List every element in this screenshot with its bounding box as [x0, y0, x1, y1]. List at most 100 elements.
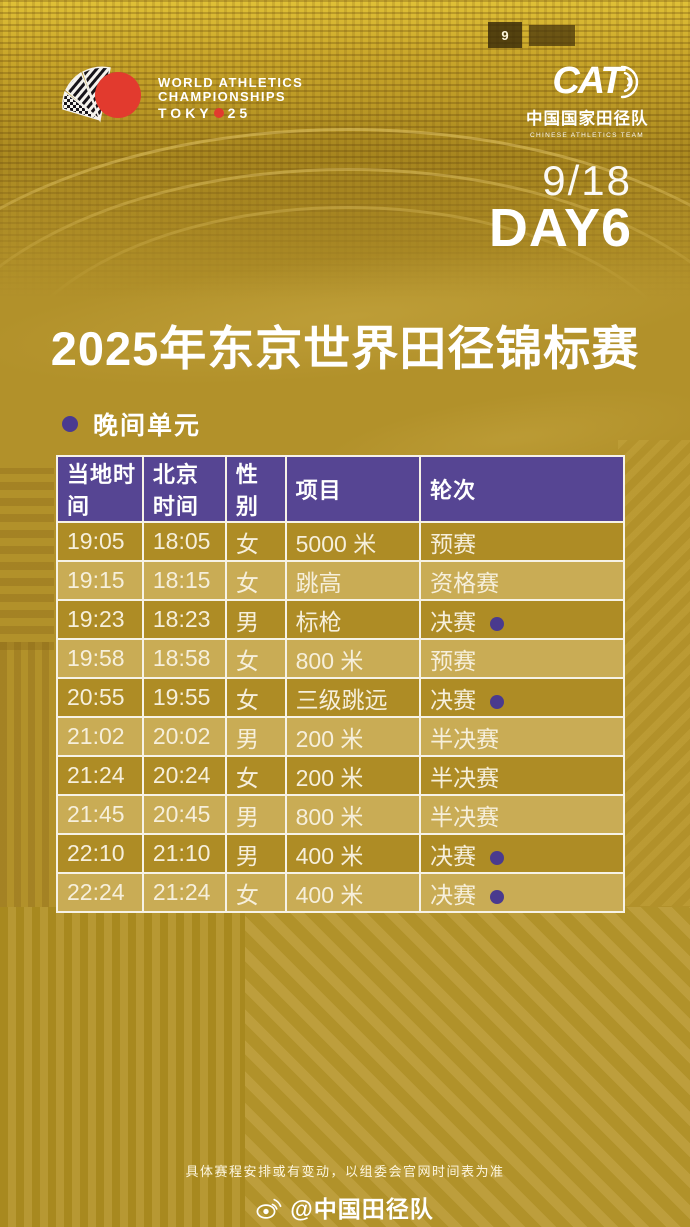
- stadium-photo: 9: [0, 0, 690, 302]
- round-label: 预赛: [430, 647, 477, 674]
- vertical-stripes: [0, 907, 245, 1227]
- round-label: 半决赛: [430, 803, 500, 830]
- cell-local-time: 22:24: [56, 872, 144, 913]
- chinese-athletics-team-logo: CAT 中国国家田径队 CHINESE ATHLETICS TEAM: [526, 60, 648, 139]
- bullet-dot-icon: [62, 416, 78, 432]
- cell-local-time: 19:58: [56, 638, 144, 679]
- cell-gender: 女: [224, 755, 287, 796]
- column-header-gender: 性别: [224, 455, 287, 523]
- cell-beijing-time: 18:23: [141, 599, 227, 640]
- tokyo25-fan-icon: [62, 66, 141, 123]
- cell-gender: 男: [224, 833, 287, 874]
- cell-gender: 女: [224, 677, 287, 718]
- round-label: 半决赛: [430, 764, 500, 791]
- cell-round: 半决赛: [419, 794, 625, 835]
- wa-logo-line2: CHAMPIONSHIPS: [158, 89, 286, 104]
- cell-round: 决赛: [419, 833, 625, 874]
- cell-event: 800 米: [284, 794, 422, 835]
- event-date: 9/18: [542, 157, 632, 204]
- cell-local-time: 21:24: [56, 755, 144, 796]
- cell-beijing-time: 21:10: [141, 833, 227, 874]
- cell-gender: 男: [224, 599, 287, 640]
- cell-beijing-time: 20:24: [141, 755, 227, 796]
- weibo-icon: [256, 1198, 282, 1219]
- cat-wordmark: CAT: [526, 60, 648, 104]
- cell-local-time: 20:55: [56, 677, 144, 718]
- cell-gender: 女: [224, 872, 287, 913]
- schedule-row: 19:23 18:23 男标枪 决赛: [56, 599, 625, 640]
- final-marker-dot-icon: [490, 850, 505, 865]
- weibo-handle-text: @中国田径队: [290, 1196, 434, 1222]
- cell-local-time: 21:02: [56, 716, 144, 757]
- cell-beijing-time: 18:15: [141, 560, 227, 601]
- world-athletics-tokyo25-logo: WORLD ATHLETICS CHAMPIONSHIPS TOKY 25: [58, 66, 303, 124]
- schedule-row: 19:15 18:15 女跳高 资格赛: [56, 560, 625, 601]
- cell-beijing-time: 18:58: [141, 638, 227, 679]
- column-header-beijing-time: 北京时间: [141, 455, 227, 523]
- diagonal-stripes: [245, 907, 690, 1227]
- cell-beijing-time: 18:05: [141, 521, 227, 562]
- cell-round: 决赛: [419, 872, 625, 913]
- column-header-local-time: 当地时间: [56, 455, 144, 523]
- cell-local-time: 19:05: [56, 521, 144, 562]
- cell-round: 预赛: [419, 521, 625, 562]
- session-label: 晚间单元: [93, 412, 202, 440]
- schedule-row: 22:24 21:24 女 400 米决赛: [56, 872, 625, 913]
- cell-round: 预赛: [419, 638, 625, 679]
- schedule-row: 20:55 19:55 女三级跳远 决赛: [56, 677, 625, 718]
- photo-fade-overlay: [0, 0, 690, 302]
- weibo-handle: @中国田径队: [0, 1190, 690, 1224]
- tokyo25-red-dot-icon: [213, 108, 224, 118]
- round-label: 决赛: [430, 608, 477, 635]
- cell-round: 决赛: [419, 677, 625, 718]
- cell-beijing-time: 20:02: [141, 716, 227, 757]
- schedule-row: 19:05 18:05 女 5000 米预赛: [56, 521, 625, 562]
- cell-event: 跳高: [284, 560, 422, 601]
- stripe-texture-left: [0, 642, 54, 907]
- schedule-row: 21:45 20:45 男 800 米半决赛: [56, 794, 625, 835]
- schedule-body: 19:05 18:05 女 5000 米预赛 19:15 18:15 女跳高 资格赛 19:23…: [56, 521, 625, 913]
- bottom-stripe-pattern: [0, 907, 690, 1227]
- round-label: 半决赛: [430, 725, 500, 752]
- round-label: 预赛: [430, 530, 477, 557]
- cat-acronym: CAT: [552, 60, 623, 102]
- cell-gender: 女: [224, 560, 287, 601]
- cat-name-chinese: 中国国家田径队: [526, 110, 649, 128]
- cat-name-english: CHINESE ATHLETICS TEAM: [530, 132, 644, 139]
- cell-local-time: 21:45: [56, 794, 144, 835]
- session-header: 晚间单元: [62, 406, 201, 442]
- final-marker-dot-icon: [490, 694, 505, 709]
- cell-beijing-time: 21:24: [141, 872, 227, 913]
- wa-logo-tokyo-right: 25: [227, 105, 252, 121]
- wa-logo-line3: TOKY 25: [158, 105, 303, 121]
- stripe-texture-left: [0, 468, 54, 650]
- wa-logo-line1: WORLD ATHLETICS: [158, 75, 304, 90]
- schedule-header-row: 当地时间 北京时间 性别 项目 轮次: [56, 455, 625, 523]
- event-day: DAY6: [488, 198, 632, 258]
- cell-beijing-time: 19:55: [141, 677, 227, 718]
- schedule-table: 当地时间 北京时间 性别 项目 轮次 19:05 18:05 女 5000 米预赛 19…: [56, 455, 625, 913]
- cell-event: 800 米: [284, 638, 422, 679]
- round-label: 资格赛: [430, 569, 500, 596]
- cell-local-time: 19:15: [56, 560, 144, 601]
- diagonal-texture-right: [618, 440, 690, 906]
- schedule-row: 21:02 20:02 男 200 米半决赛: [56, 716, 625, 757]
- wa-logo-text: WORLD ATHLETICS CHAMPIONSHIPS TOKY 25: [158, 75, 304, 122]
- cell-gender: 男: [224, 716, 287, 757]
- round-label: 决赛: [430, 881, 477, 908]
- schedule-row: 19:58 18:58 女 800 米预赛: [56, 638, 625, 679]
- cell-event: 标枪: [284, 599, 422, 640]
- schedule-row: 21:24 20:24 女 200 米半决赛: [56, 755, 625, 796]
- cell-local-time: 19:23: [56, 599, 144, 640]
- cell-round: 资格赛: [419, 560, 625, 601]
- cell-round: 半决赛: [419, 716, 625, 757]
- cell-event: 400 米: [284, 833, 422, 874]
- cell-round: 半决赛: [419, 755, 625, 796]
- wa-logo-tokyo-left: TOKY: [158, 105, 213, 121]
- cell-event: 5000 米: [284, 521, 422, 562]
- schedule-row: 22:10 21:10 男 400 米决赛: [56, 833, 625, 874]
- cell-gender: 女: [224, 521, 287, 562]
- final-marker-dot-icon: [490, 889, 505, 904]
- cell-local-time: 22:10: [56, 833, 144, 874]
